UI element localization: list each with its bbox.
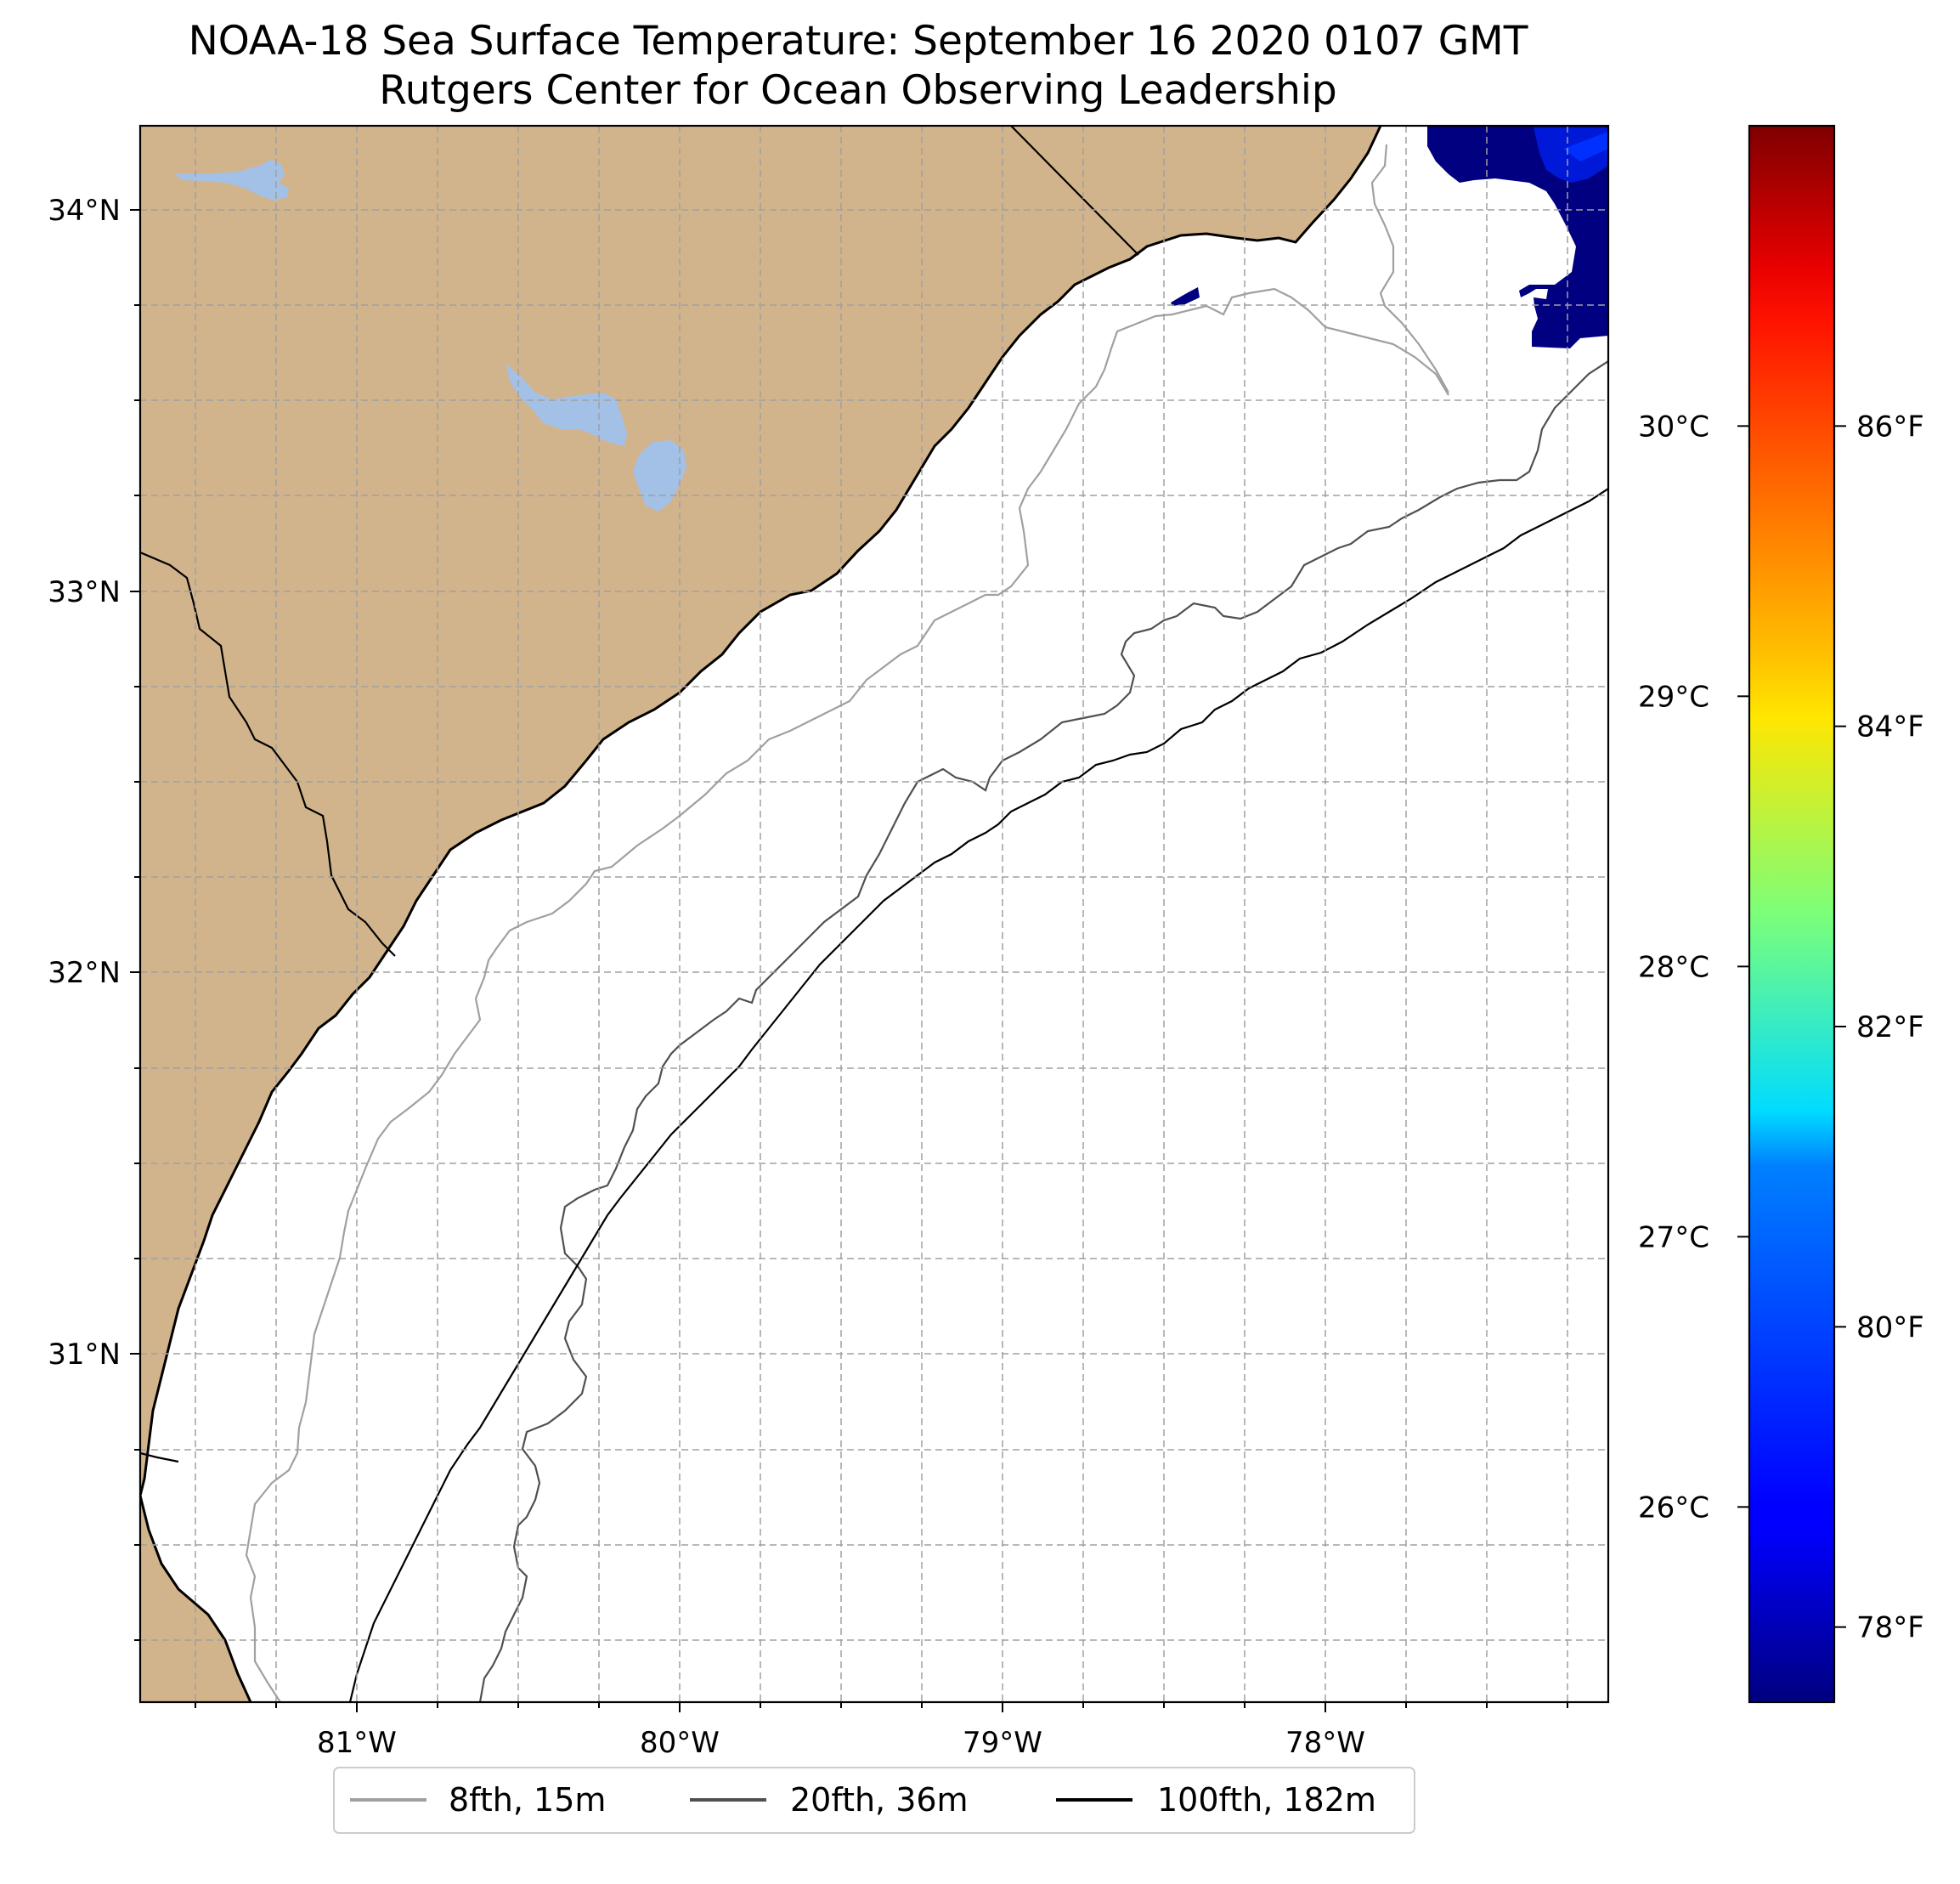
lon-label-79: 79°W: [963, 1726, 1042, 1760]
river-south: [140, 1451, 179, 1463]
sst-pixels-small: [1171, 287, 1200, 306]
contour-100fth: [348, 488, 1608, 1702]
lon-label-78: 78°W: [1285, 1726, 1365, 1760]
celsius-tick-label: 27°C: [1638, 1220, 1709, 1254]
lake-north: [174, 160, 289, 201]
lon-tick-labels: 81°W 80°W 79°W 78°W: [317, 1726, 1365, 1760]
lake-moultrie: [633, 440, 686, 512]
coastline: [140, 126, 1382, 1496]
title-line1: NOAA-18 Sea Surface Temperature: Septemb…: [189, 18, 1528, 65]
lat-label-33: 33°N: [48, 575, 121, 609]
lat-tick-marks-major: [130, 209, 140, 1355]
land-area-south: [140, 1496, 251, 1702]
celsius-tick-label: 30°C: [1638, 410, 1709, 444]
lat-label-34: 34°N: [48, 194, 121, 228]
state-border: [1010, 126, 1139, 256]
grid-vertical: [195, 126, 1568, 1702]
lon-label-81: 81°W: [317, 1726, 397, 1760]
gridlines: [140, 126, 1608, 1702]
lake-marion: [506, 364, 627, 446]
grid-horizontal: [140, 209, 1608, 1641]
celsius-tick-label: 28°C: [1638, 950, 1709, 984]
lat-tick-marks-minor: [134, 304, 140, 1641]
lat-label-31: 31°N: [48, 1338, 121, 1372]
map-frame: [138, 124, 1610, 1704]
colorbar-ticks: 30°C 29°C 28°C 27°C 26°C 86°F 84°F 82°F 80°F 78°F: [1638, 410, 1924, 1644]
colorbar-frame: [1748, 124, 1836, 1704]
legend: 8fth, 15m 20fth, 36m 100fth, 182m: [333, 1767, 1415, 1834]
sst-blue-streak: [1563, 132, 1608, 161]
axis-ticks: [130, 209, 1568, 1712]
lat-label-32: 32°N: [48, 956, 121, 990]
fahrenheit-tick-label: 78°F: [1856, 1611, 1924, 1645]
celsius-tick-label: 26°C: [1638, 1491, 1709, 1525]
lon-tick-marks-major: [356, 1702, 1326, 1712]
colorbar: 30°C 29°C 28°C 27°C 26°C 86°F 84°F 82°F 80°F 78°F: [1638, 124, 1924, 1704]
title-line2: Rutgers Center for Ocean Observing Leade…: [379, 67, 1337, 114]
land-area: [140, 126, 1381, 1496]
contour-8fth: [245, 287, 1449, 1702]
lat-tick-labels: 34°N 33°N 32°N 31°N: [48, 194, 121, 1372]
fahrenheit-tick-label: 82°F: [1856, 1010, 1924, 1044]
lon-tick-marks-minor: [195, 1702, 1568, 1708]
sst-cold-patch: [1427, 126, 1608, 348]
colorbar-gradient: [1749, 126, 1834, 1702]
fahrenheit-tick-label: 84°F: [1856, 710, 1924, 744]
contour-20fth: [478, 360, 1608, 1702]
lon-label-80: 80°W: [640, 1726, 720, 1760]
legend-box: [333, 1767, 1415, 1834]
fahrenheit-tick-label: 86°F: [1856, 410, 1924, 444]
celsius-tick-label: 29°C: [1638, 680, 1709, 714]
legend-label-8fth: 8fth, 15m: [449, 1781, 606, 1819]
coastline-south: [140, 1495, 252, 1702]
legend-label-100fth: 100fth, 182m: [1157, 1781, 1376, 1819]
legend-label-20fth: 20fth, 36m: [790, 1781, 969, 1819]
fahrenheit-tick-label: 80°F: [1856, 1310, 1924, 1344]
contour-8fth-inner: [1370, 144, 1449, 393]
map-panel: 34°N 33°N 32°N 31°N 81°W 80°W 79°W 78°W: [48, 124, 1610, 1760]
